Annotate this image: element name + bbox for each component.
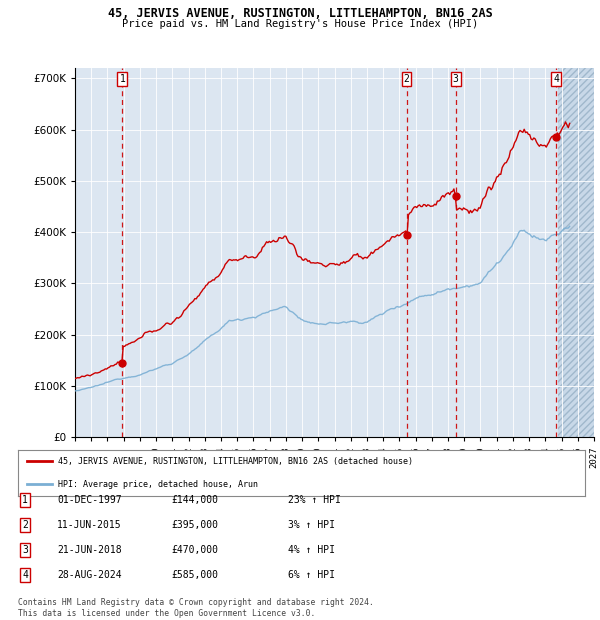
Text: £470,000: £470,000 — [171, 545, 218, 555]
Bar — [557, 68, 594, 437]
Text: Contains HM Land Registry data © Crown copyright and database right 2024.
This d: Contains HM Land Registry data © Crown c… — [18, 598, 374, 618]
Text: 28-AUG-2024: 28-AUG-2024 — [57, 570, 122, 580]
Bar — [557, 68, 594, 437]
Text: £144,000: £144,000 — [171, 495, 218, 505]
Text: 2: 2 — [22, 520, 28, 530]
Text: 45, JERVIS AVENUE, RUSTINGTON, LITTLEHAMPTON, BN16 2AS (detached house): 45, JERVIS AVENUE, RUSTINGTON, LITTLEHAM… — [58, 456, 413, 466]
Text: 6% ↑ HPI: 6% ↑ HPI — [288, 570, 335, 580]
Text: 4% ↑ HPI: 4% ↑ HPI — [288, 545, 335, 555]
Text: 21-JUN-2018: 21-JUN-2018 — [57, 545, 122, 555]
Text: 23% ↑ HPI: 23% ↑ HPI — [288, 495, 341, 505]
Text: 3: 3 — [453, 74, 458, 84]
Text: 3% ↑ HPI: 3% ↑ HPI — [288, 520, 335, 530]
Text: 4: 4 — [22, 570, 28, 580]
Text: Price paid vs. HM Land Registry's House Price Index (HPI): Price paid vs. HM Land Registry's House … — [122, 19, 478, 29]
Text: £585,000: £585,000 — [171, 570, 218, 580]
Text: 01-DEC-1997: 01-DEC-1997 — [57, 495, 122, 505]
Text: HPI: Average price, detached house, Arun: HPI: Average price, detached house, Arun — [58, 480, 257, 489]
Text: £395,000: £395,000 — [171, 520, 218, 530]
Text: 1: 1 — [119, 74, 125, 84]
Text: 4: 4 — [553, 74, 559, 84]
Text: 11-JUN-2015: 11-JUN-2015 — [57, 520, 122, 530]
Text: 45, JERVIS AVENUE, RUSTINGTON, LITTLEHAMPTON, BN16 2AS: 45, JERVIS AVENUE, RUSTINGTON, LITTLEHAM… — [107, 7, 493, 20]
Text: 1: 1 — [22, 495, 28, 505]
Text: 2: 2 — [404, 74, 409, 84]
Text: 3: 3 — [22, 545, 28, 555]
